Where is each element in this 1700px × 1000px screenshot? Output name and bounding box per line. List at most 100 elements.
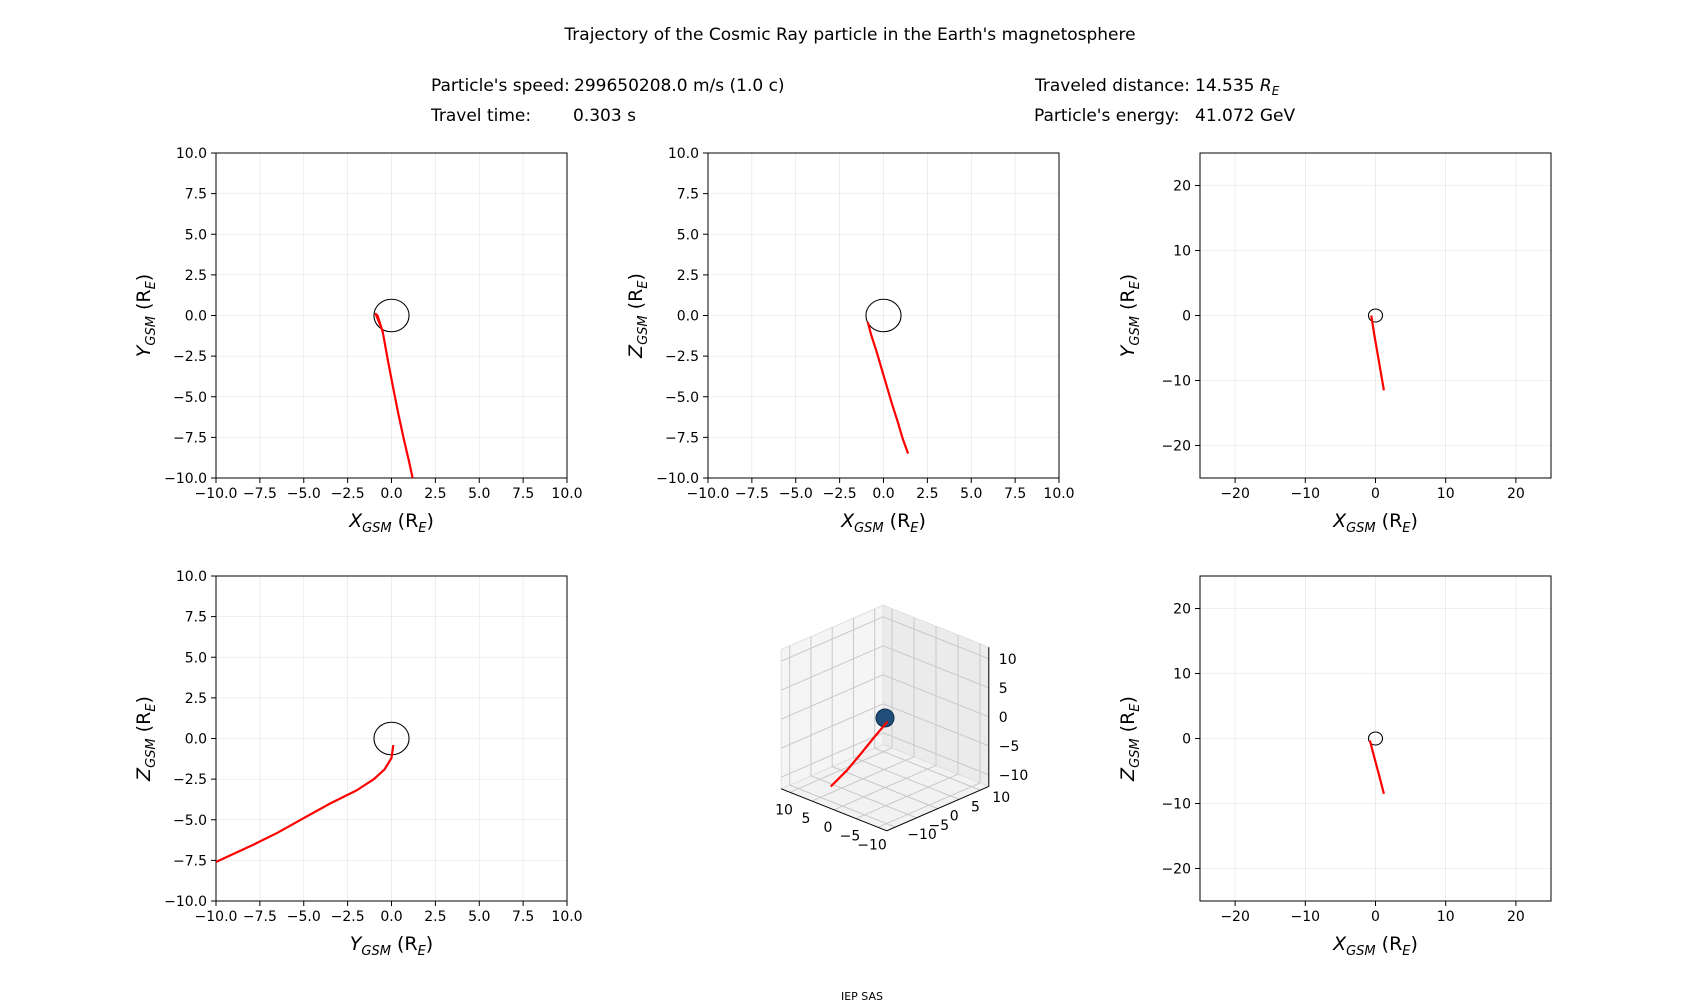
energy-value: 41.072 GeV	[1195, 106, 1296, 126]
x-tick-label-3d: 0	[824, 820, 833, 836]
y-tick-label: 5.0	[185, 650, 207, 666]
x-tick-label: 7.5	[512, 909, 534, 925]
y-tick-label: 10	[1173, 244, 1191, 260]
x-axis-label: YGSM (RE)	[350, 933, 433, 959]
y-tick-label: 7.5	[185, 187, 207, 203]
x-tick-label: 0	[1371, 909, 1380, 925]
y-tick-label: 5.0	[185, 227, 207, 243]
y-tick-label: −2.5	[173, 349, 207, 365]
x-tick-label: 7.5	[512, 486, 534, 502]
distance-value: 14.535 RE	[1195, 76, 1280, 98]
x-axis-label: XGSM (RE)	[840, 510, 926, 536]
x-tick-label: −10	[1291, 909, 1321, 925]
y-tick-label: 0.0	[677, 309, 699, 325]
y-tick-label: −7.5	[173, 853, 207, 869]
trajectory-line-3d	[830, 720, 889, 788]
x-tick-label: −2.5	[823, 486, 857, 502]
speed-label: Particle's speed:	[431, 76, 570, 96]
y-tick-label: 0.0	[185, 732, 207, 748]
x-tick-label: 7.5	[1004, 486, 1026, 502]
z-tick-label-3d: 5	[999, 681, 1008, 697]
grid-3d	[883, 674, 989, 718]
y-tick-label: −2.5	[173, 772, 207, 788]
time-value: 0.303 s	[573, 106, 636, 126]
grid-3d	[811, 756, 915, 802]
speed-value: 299650208.0 m/s (1.0 c)	[574, 76, 785, 96]
x-tick-label: 10.0	[551, 909, 582, 925]
x-tick-label: 2.5	[424, 486, 446, 502]
x-tick-label: −5.0	[287, 909, 321, 925]
x-tick-label: −10	[1291, 486, 1321, 502]
grid-3d	[789, 747, 893, 793]
axis-3d-x	[781, 788, 887, 832]
y-tick-label: −5.0	[173, 390, 207, 406]
y-tick-label: 0.0	[185, 309, 207, 325]
grid-3d	[883, 616, 989, 660]
y-axis-label: ZGSM (RE)	[625, 273, 651, 359]
y-tick-label: −7.5	[665, 430, 699, 446]
y-tick-label: 0	[1182, 732, 1191, 748]
y-tick-label: 0	[1182, 309, 1191, 325]
figure-title: Trajectory of the Cosmic Ray particle in…	[563, 25, 1135, 45]
y-axis-label: ZGSM (RE)	[133, 696, 159, 782]
z-tick-label-3d: 10	[999, 652, 1017, 668]
chart-panel-top-right: −20 −20 −10 −10 0 0 10 10 20 20 XGSM (RE) YGSM (RE)	[1117, 152, 1552, 536]
y-tick-label: −10.0	[656, 471, 699, 487]
earth-circle	[865, 298, 902, 333]
grid-3d	[874, 747, 981, 791]
x-tick-label: −10.0	[687, 486, 730, 502]
footer-credit: IEP SAS	[841, 990, 883, 1000]
x-tick-label: 20	[1507, 909, 1525, 925]
x-tick-label: −5.0	[779, 486, 813, 502]
earth-circle	[373, 298, 410, 333]
time-label: Travel time:	[430, 106, 531, 126]
x-tick-label-3d: 5	[802, 811, 811, 827]
x-tick-label: 5.0	[468, 909, 490, 925]
y-tick-label: −20	[1161, 862, 1191, 878]
x-tick-label: 2.5	[916, 486, 938, 502]
y-tick-label: −10	[1161, 797, 1191, 813]
x-axis-label: XGSM (RE)	[1332, 510, 1418, 536]
y-tick-label: 10.0	[176, 569, 207, 585]
x-axis-label: XGSM (RE)	[1332, 933, 1418, 959]
y-tick-label: −5.0	[173, 813, 207, 829]
y-tick-label-3d: 5	[971, 799, 980, 815]
grid-3d	[853, 756, 960, 800]
y-tick-label: 2.5	[185, 691, 207, 707]
y-tick-label: −5.0	[665, 390, 699, 406]
trajectory-line	[1370, 315, 1385, 391]
x-tick-label: 5.0	[960, 486, 982, 502]
x-axis-label: XGSM (RE)	[348, 510, 434, 536]
y-axis-label: YGSM (RE)	[1117, 274, 1143, 357]
y-tick-label-3d: 0	[950, 809, 959, 825]
y-tick-label: −10.0	[164, 894, 207, 910]
axis-3d-y	[886, 785, 989, 832]
x-tick-label: −10.0	[195, 486, 238, 502]
y-tick-label: 10.0	[176, 146, 207, 162]
y-tick-label: 20	[1173, 179, 1191, 195]
y-tick-label-3d: 10	[992, 790, 1010, 806]
x-tick-label: 2.5	[424, 909, 446, 925]
y-tick-label: −7.5	[173, 430, 207, 446]
x-tick-label: 10	[1437, 909, 1455, 925]
y-tick-label: 2.5	[185, 268, 207, 284]
chart-panel-top-left: −10.0−10.0 −7.5 −7.5 −5.0 −5.0 −2.5 −2.5 0.0 0.0…	[133, 146, 583, 536]
x-tick-label: −20	[1220, 909, 1250, 925]
x-tick-label: 10.0	[1043, 486, 1074, 502]
x-tick-label: 0.0	[380, 486, 402, 502]
y-tick-label: 7.5	[185, 610, 207, 626]
x-tick-label: 10	[1437, 486, 1455, 502]
x-tick-label: 10.0	[551, 486, 582, 502]
chart-panel-top-middle: −10.0−10.0 −7.5 −7.5 −5.0 −5.0 −2.5 −2.5 0.0 0.0…	[625, 146, 1075, 536]
y-tick-label: 2.5	[677, 268, 699, 284]
earth-circle	[1367, 731, 1384, 746]
y-axis-label: ZGSM (RE)	[1117, 696, 1143, 782]
x-tick-label: −7.5	[735, 486, 769, 502]
distance-label: Traveled distance:	[1034, 76, 1190, 96]
trajectory-line	[1368, 740, 1385, 795]
y-tick-label-3d: −5	[929, 818, 950, 834]
x-tick-label: 0.0	[872, 486, 894, 502]
grid-3d	[883, 645, 989, 689]
